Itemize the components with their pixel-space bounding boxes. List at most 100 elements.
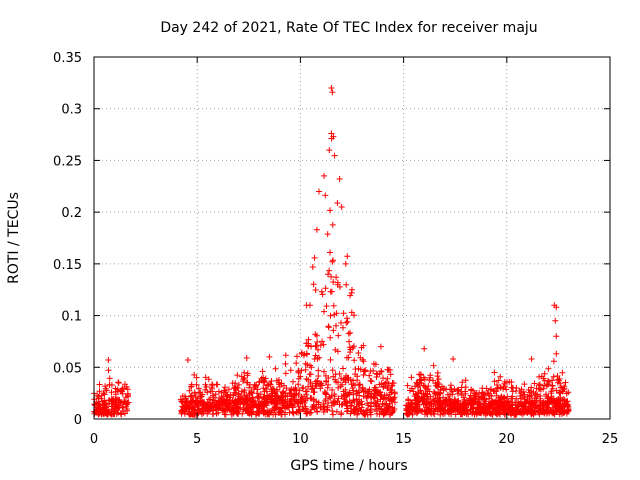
data-point [385,407,391,414]
data-point [364,388,370,395]
data-point [494,400,501,407]
data-point [354,377,361,384]
data-point [558,408,565,415]
data-point [330,411,336,418]
data-point [443,396,450,403]
data-point [299,395,306,402]
data-point [202,381,209,388]
data-point [444,408,451,415]
data-point [228,411,235,418]
data-point [368,378,375,385]
data-point [305,376,312,383]
data-point [310,281,317,288]
data-point [198,405,205,412]
data-point [119,385,126,392]
data-point [509,393,516,400]
data-point [108,406,115,413]
data-point [476,401,483,408]
data-point [96,402,103,409]
data-point [473,390,480,396]
data-point [122,381,128,388]
data-point [501,403,508,410]
data-point [322,192,329,199]
data-point [346,338,353,345]
data-point [345,330,352,337]
data-point [444,401,451,408]
plot-frame [93,56,611,420]
data-point [124,390,131,397]
data-point [244,398,251,405]
data-point [247,381,253,388]
data-point [491,378,498,385]
data-point [436,394,443,401]
data-point [405,397,412,404]
data-point [328,85,335,91]
data-point [288,386,295,393]
data-point [296,408,303,415]
data-point [311,356,318,362]
data-point [249,394,256,401]
data-point [469,410,476,417]
data-point [491,369,498,376]
data-point [340,310,347,317]
data-point [258,377,265,384]
data-point [312,352,319,359]
data-point [333,408,340,415]
data-point [202,405,209,412]
data-point [191,406,198,413]
data-point [314,377,321,384]
data-point [355,382,362,388]
data-point [307,371,314,378]
data-point [407,387,413,394]
data-point [251,384,258,390]
data-point [338,319,344,326]
data-point [553,387,560,394]
data-point [294,353,300,360]
data-point [329,367,336,374]
data-point [326,147,333,154]
data-point [118,411,125,418]
data-point [254,390,260,397]
data-point [331,391,338,398]
data-point [368,403,375,410]
data-point [100,410,107,417]
data-point [303,410,310,417]
data-point [323,303,330,310]
data-point [455,387,462,394]
data-point [389,404,396,411]
data-point [431,389,437,395]
data-point [344,407,351,414]
data-point [273,401,280,407]
data-point [243,355,250,361]
data-point [548,398,555,404]
data-point [189,398,196,405]
data-point [338,204,345,210]
data-point [302,405,309,412]
data-point [317,342,324,349]
data-point [561,385,568,392]
data-point [488,399,495,406]
data-point [330,257,336,264]
data-point [438,408,445,415]
data-point [555,377,562,384]
data-point [366,372,373,379]
data-point [256,402,263,408]
data-point [488,393,495,399]
data-point [191,371,198,378]
data-point [346,390,353,397]
data-point [553,304,560,311]
data-point [282,392,289,399]
data-point [423,399,430,406]
data-point [344,253,351,260]
data-point [188,393,194,400]
data-point [336,283,343,290]
data-point [504,401,511,408]
data-point [282,370,289,377]
data-point [359,356,366,363]
data-point [225,386,232,393]
data-point [290,378,296,385]
data-point [465,411,472,418]
data-point [315,346,321,353]
data-point [549,377,556,384]
